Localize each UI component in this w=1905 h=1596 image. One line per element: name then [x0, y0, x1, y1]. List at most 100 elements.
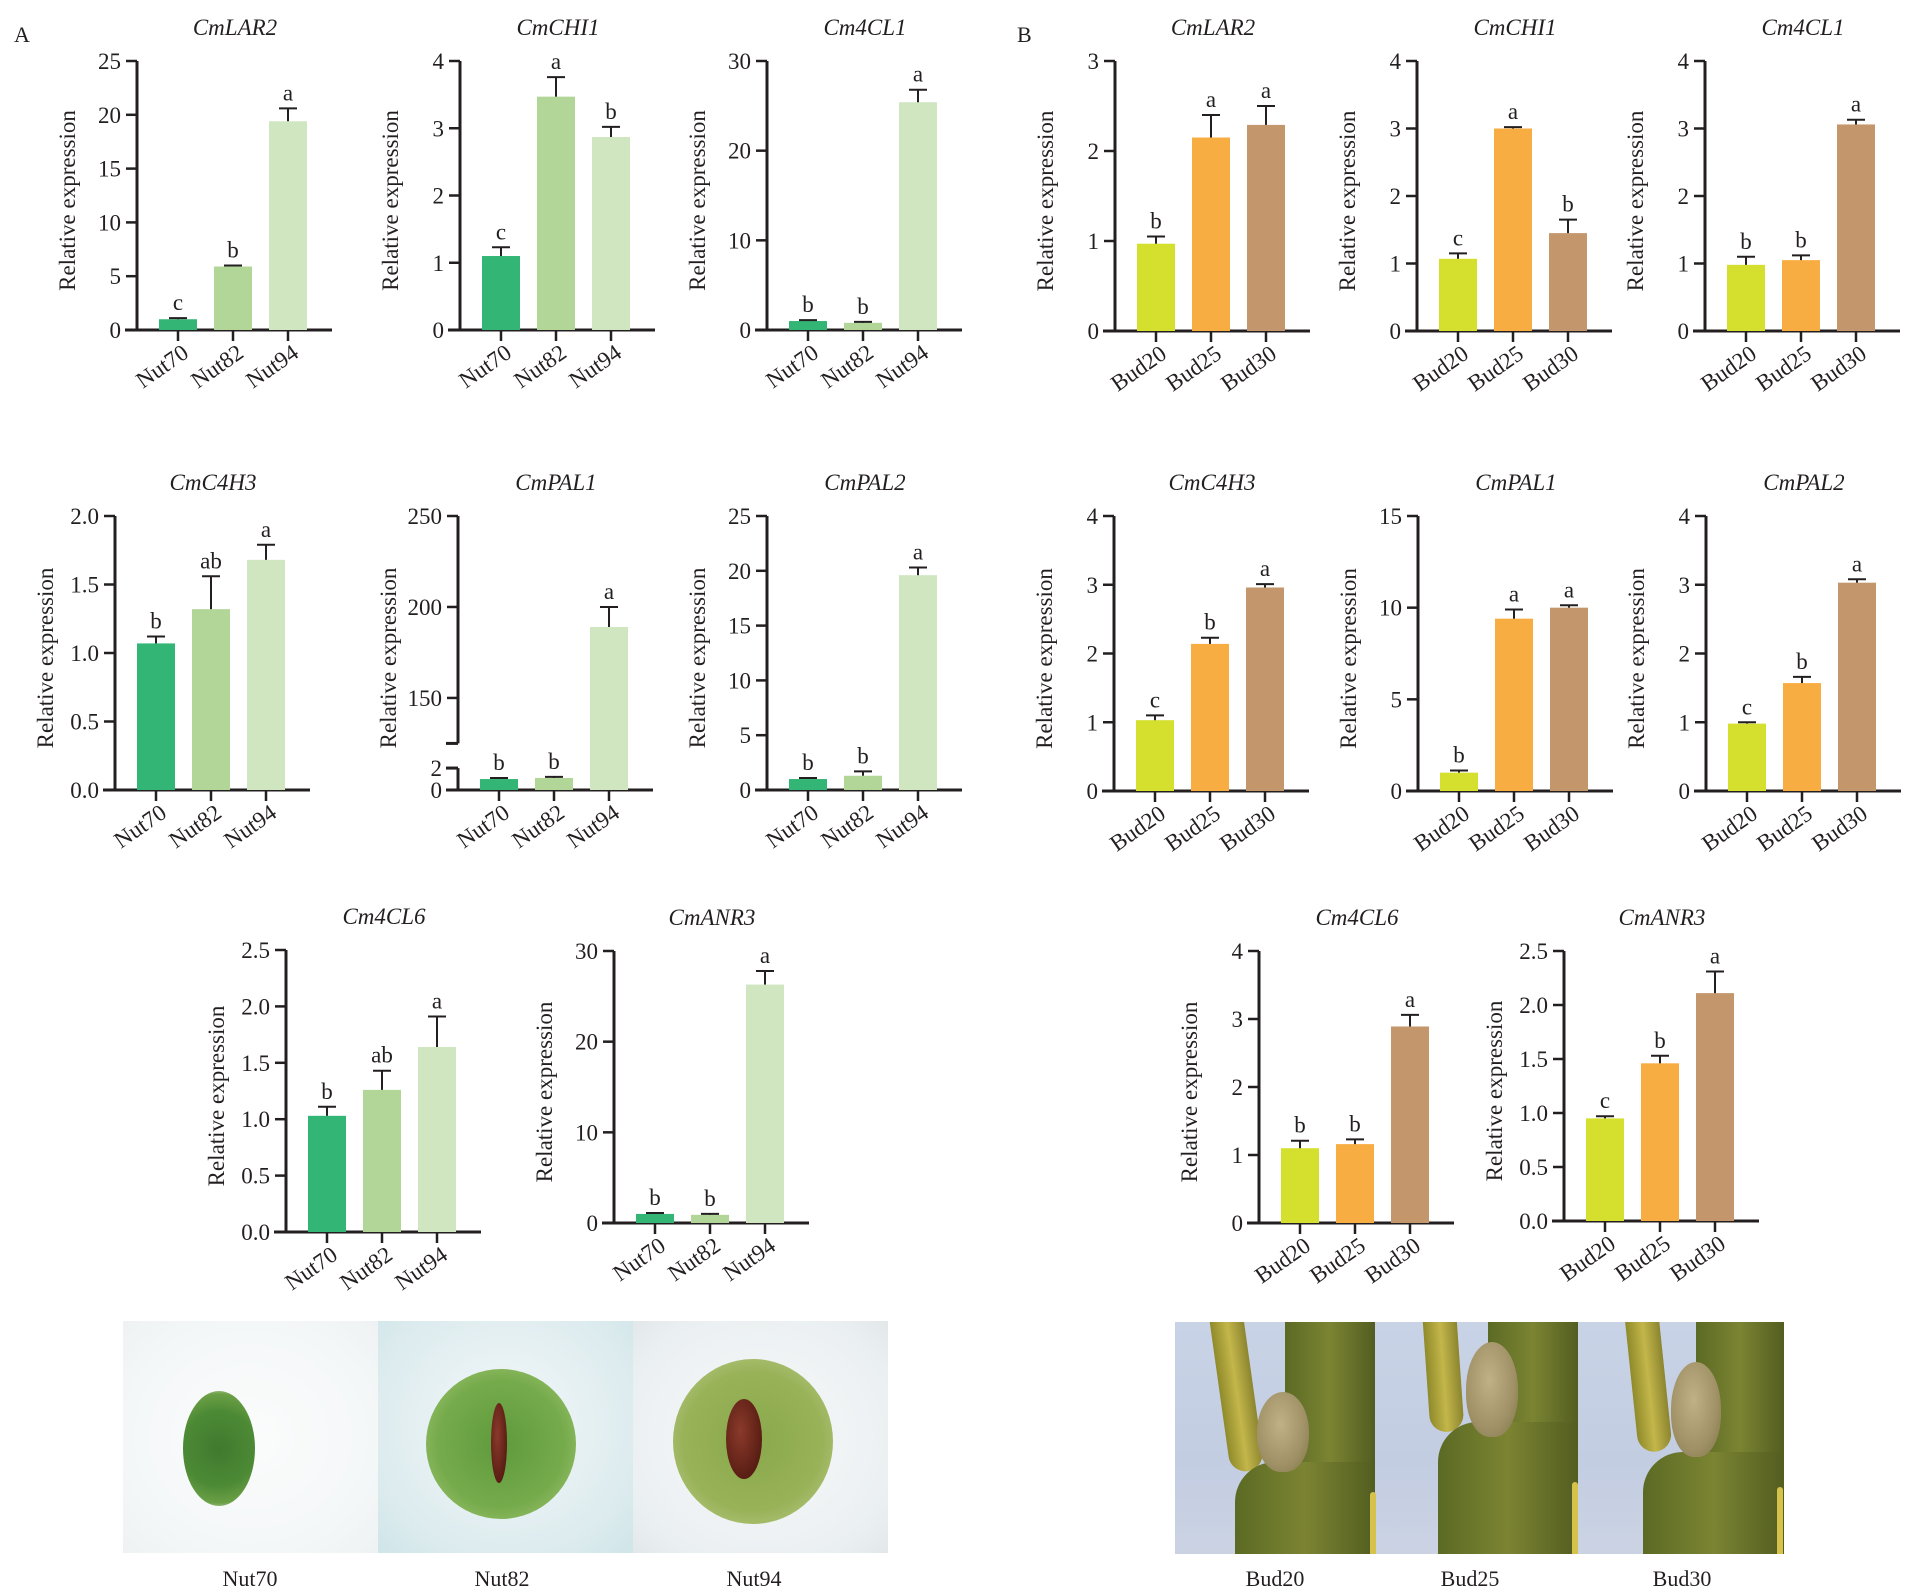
y-tick-label: 3	[1088, 49, 1100, 74]
nut-photo-row	[123, 1321, 888, 1553]
significance-letter: a	[1852, 551, 1862, 576]
bar-bud30	[1247, 124, 1285, 332]
chart-title: CmC4H3	[170, 470, 257, 495]
bar-bud20	[1586, 1118, 1624, 1221]
y-tick-label: 0	[1390, 319, 1402, 344]
y-tick-label: 4	[1087, 504, 1099, 529]
y-tick-label: 250	[408, 504, 443, 529]
significance-letter: a	[913, 540, 923, 565]
bar-nut70	[159, 319, 197, 330]
significance-letter: a	[261, 517, 271, 542]
y-tick-label: 1	[1679, 710, 1691, 735]
y-tick-label: 0	[110, 318, 122, 343]
y-tick-label: 150	[408, 686, 443, 711]
y-axis-label: Relative expression	[378, 110, 403, 291]
y-tick-label: 3	[1679, 573, 1691, 598]
y-tick-label: 15	[98, 157, 121, 182]
chestnut-image	[491, 1403, 507, 1483]
photo-label-bud30: Bud30	[1652, 1566, 1712, 1591]
bar-nut94	[247, 559, 285, 790]
y-tick-label: 3	[433, 116, 445, 141]
significance-letter: b	[321, 1079, 333, 1104]
significance-letter: a	[283, 80, 293, 105]
bud-image	[1671, 1362, 1721, 1457]
y-tick-label: 0.5	[70, 710, 99, 735]
y-axis-label: Relative expression	[1335, 110, 1360, 291]
bar-nut82	[844, 322, 882, 330]
y-axis-label: Relative expression	[1033, 110, 1058, 291]
y-tick-label: 0.0	[70, 778, 99, 803]
y-tick-label: 3	[1390, 117, 1402, 142]
significance-letter: c	[496, 219, 506, 244]
y-tick-label: 2.0	[241, 994, 270, 1019]
y-tick-label: 2.0	[70, 504, 99, 529]
y-tick-label: 0	[433, 318, 445, 343]
y-tick-label: 2	[1232, 1075, 1244, 1100]
y-tick-label: 20	[728, 139, 751, 164]
significance-letter: c	[1600, 1088, 1610, 1113]
bud-image	[1466, 1342, 1518, 1437]
y-tick-label: 2	[1088, 139, 1100, 164]
nut94-photo	[633, 1321, 888, 1553]
y-tick-label: 10	[1379, 596, 1402, 621]
grass-image	[1777, 1487, 1783, 1554]
y-axis-label: Relative expression	[1177, 1001, 1202, 1182]
bar-bud25	[1495, 618, 1533, 791]
grass-image	[1370, 1492, 1376, 1554]
significance-letter: a	[432, 989, 442, 1014]
y-tick-label: 1	[1678, 252, 1690, 277]
y-tick-label: 3	[1087, 573, 1099, 598]
bud20-photo	[1175, 1322, 1378, 1554]
significance-letter: a	[1260, 556, 1270, 581]
chart-title: CmCHI1	[1473, 15, 1556, 40]
bar-bud20	[1137, 243, 1175, 331]
nut82-photo	[378, 1321, 633, 1553]
significance-letter: c	[1150, 687, 1160, 712]
y-tick-label: 3	[1232, 1007, 1244, 1032]
photo-label-bud20: Bud20	[1245, 1566, 1305, 1591]
y-tick-label: 1	[1390, 252, 1402, 277]
significance-letter: a	[1508, 99, 1518, 124]
y-axis-label: Relative expression	[532, 1001, 557, 1182]
significance-letter: b	[605, 99, 617, 124]
bar-nut94	[899, 575, 937, 790]
bar-bud25	[1783, 683, 1821, 791]
grass-image	[1572, 1482, 1578, 1554]
y-tick-label: 1.5	[1519, 1047, 1548, 1072]
bud-photo-row	[1175, 1322, 1784, 1554]
significance-letter: a	[1206, 87, 1216, 112]
petiole-image	[1421, 1322, 1465, 1434]
y-tick-label: 0	[1087, 779, 1099, 804]
y-axis-label: Relative expression	[685, 110, 710, 291]
y-tick-label: 0	[740, 318, 752, 343]
y-tick-label: 1.0	[70, 641, 99, 666]
significance-letter: b	[1740, 229, 1752, 254]
significance-letter: a	[1261, 78, 1271, 103]
y-tick-label: 1.0	[1519, 1101, 1548, 1126]
y-tick-label: 0	[1678, 319, 1690, 344]
significance-letter: b	[493, 750, 505, 775]
significance-letter: b	[802, 750, 814, 775]
y-tick-label: 10	[728, 228, 751, 253]
significance-letter: a	[1509, 582, 1519, 607]
y-tick-label: 200	[408, 595, 443, 620]
y-tick-label: 2.0	[1519, 993, 1548, 1018]
chart-title: CmPAL2	[1763, 470, 1844, 495]
significance-letter: b	[150, 609, 162, 634]
petiole-image	[1623, 1322, 1673, 1454]
bar-nut82	[535, 777, 573, 790]
bar-bud30	[1837, 124, 1875, 331]
significance-letter: a	[1405, 987, 1415, 1012]
significance-letter: ab	[371, 1043, 393, 1068]
chart-title: Cm4CL1	[823, 15, 906, 40]
significance-letter: c	[1742, 694, 1752, 719]
y-tick-label: 4	[1678, 49, 1690, 74]
significance-letter: a	[1710, 944, 1720, 969]
bar-nut70	[636, 1213, 674, 1223]
x-tick-label: Bud20	[1555, 1231, 1620, 1287]
